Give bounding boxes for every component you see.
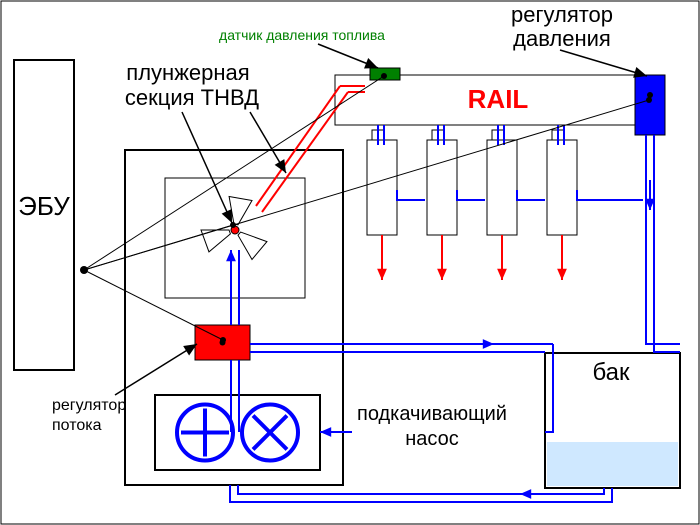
label-pressureReg2: давления: [513, 26, 611, 51]
label-tank: бак: [592, 359, 630, 386]
label-pressureReg: регулятор: [511, 2, 613, 27]
flowreg-node: [220, 340, 226, 346]
label-ecu: ЭБУ: [18, 191, 70, 221]
tank-water: [547, 442, 678, 486]
label-flowRegL2: потока: [52, 417, 102, 434]
label-rail: RAIL: [468, 84, 529, 114]
label-plungerL1: плунжерная: [126, 60, 249, 85]
label-pumpL2: насос: [405, 428, 459, 450]
ecu-wire-3-end: [381, 73, 387, 79]
pressReg-box: [635, 75, 665, 135]
label-fuelPressSensor: датчик давления топлива: [219, 27, 385, 43]
pressreg-node: [647, 92, 653, 98]
label-flowRegL1: регулятор: [52, 397, 126, 414]
ecu-wire-2-end: [646, 97, 652, 103]
label-pumpL1: подкачивающий: [357, 403, 507, 425]
label-plungerL2: секция ТНВД: [125, 85, 259, 110]
